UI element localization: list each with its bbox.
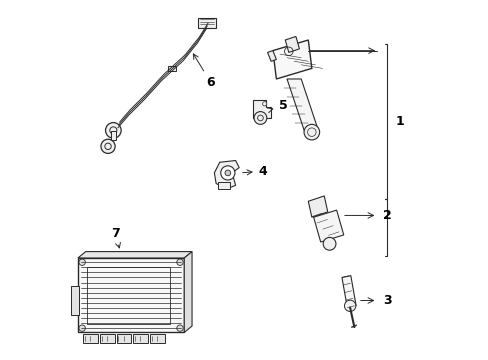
Circle shape: [220, 166, 234, 180]
Text: 5: 5: [267, 99, 287, 113]
Polygon shape: [313, 210, 343, 242]
Bar: [71, 286, 79, 315]
Polygon shape: [78, 258, 184, 332]
Polygon shape: [78, 252, 192, 258]
Circle shape: [262, 102, 266, 106]
Text: 3: 3: [382, 294, 390, 307]
Polygon shape: [285, 36, 299, 53]
Circle shape: [224, 170, 230, 176]
Text: 1: 1: [394, 115, 403, 128]
Bar: [110, 131, 116, 140]
Polygon shape: [286, 79, 318, 132]
Bar: [100, 334, 115, 343]
Text: 2: 2: [382, 209, 391, 222]
Text: 4: 4: [242, 165, 267, 177]
Bar: [86, 267, 170, 324]
Text: 6: 6: [193, 54, 215, 89]
Bar: [83, 334, 98, 343]
Polygon shape: [214, 161, 239, 189]
Circle shape: [105, 123, 121, 138]
Polygon shape: [253, 100, 270, 118]
Bar: [198, 18, 216, 28]
Circle shape: [304, 124, 319, 140]
Circle shape: [101, 139, 115, 153]
Polygon shape: [341, 276, 355, 307]
Text: 7: 7: [110, 227, 120, 248]
Polygon shape: [272, 40, 311, 79]
Polygon shape: [307, 196, 327, 217]
Bar: [149, 334, 164, 343]
Circle shape: [177, 259, 183, 265]
Polygon shape: [184, 252, 192, 332]
Bar: [133, 334, 148, 343]
Circle shape: [323, 238, 335, 250]
Circle shape: [79, 259, 85, 265]
Polygon shape: [267, 51, 276, 61]
Circle shape: [254, 112, 266, 124]
Circle shape: [177, 325, 183, 331]
Bar: [218, 182, 230, 189]
Bar: [116, 334, 131, 343]
Bar: [167, 66, 176, 71]
Circle shape: [344, 300, 355, 311]
Circle shape: [79, 325, 85, 331]
